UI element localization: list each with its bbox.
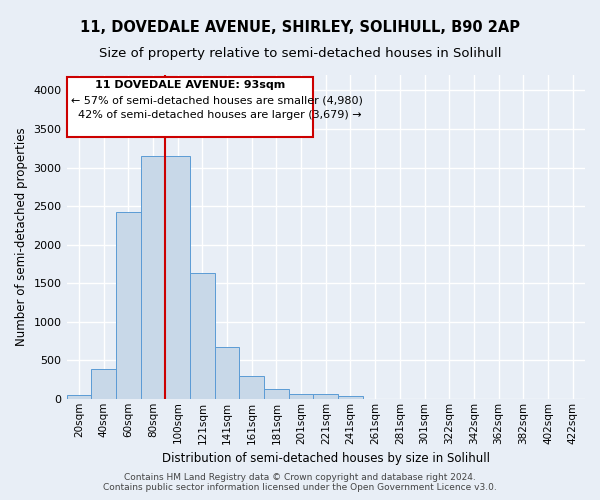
Bar: [67, 395, 91, 399]
Bar: [190, 273, 215, 399]
Bar: [289, 394, 313, 399]
Bar: [140, 156, 165, 399]
Bar: [116, 212, 140, 399]
Text: 11, DOVEDALE AVENUE, SHIRLEY, SOLIHULL, B90 2AP: 11, DOVEDALE AVENUE, SHIRLEY, SOLIHULL, …: [80, 20, 520, 35]
Text: ← 57% of semi-detached houses are smaller (4,980): ← 57% of semi-detached houses are smalle…: [71, 95, 364, 105]
FancyBboxPatch shape: [67, 76, 313, 138]
Text: 42% of semi-detached houses are larger (3,679) →: 42% of semi-detached houses are larger (…: [71, 110, 362, 120]
Bar: [239, 376, 264, 399]
X-axis label: Distribution of semi-detached houses by size in Solihull: Distribution of semi-detached houses by …: [162, 452, 490, 465]
Bar: [313, 394, 338, 399]
Text: Size of property relative to semi-detached houses in Solihull: Size of property relative to semi-detach…: [99, 48, 501, 60]
Bar: [338, 396, 363, 399]
Bar: [165, 156, 190, 399]
Text: 11 DOVEDALE AVENUE: 93sqm: 11 DOVEDALE AVENUE: 93sqm: [95, 80, 285, 90]
Y-axis label: Number of semi-detached properties: Number of semi-detached properties: [15, 128, 28, 346]
Bar: [91, 368, 116, 399]
Bar: [264, 388, 289, 399]
Bar: [215, 347, 239, 399]
Text: Contains HM Land Registry data © Crown copyright and database right 2024.
Contai: Contains HM Land Registry data © Crown c…: [103, 473, 497, 492]
